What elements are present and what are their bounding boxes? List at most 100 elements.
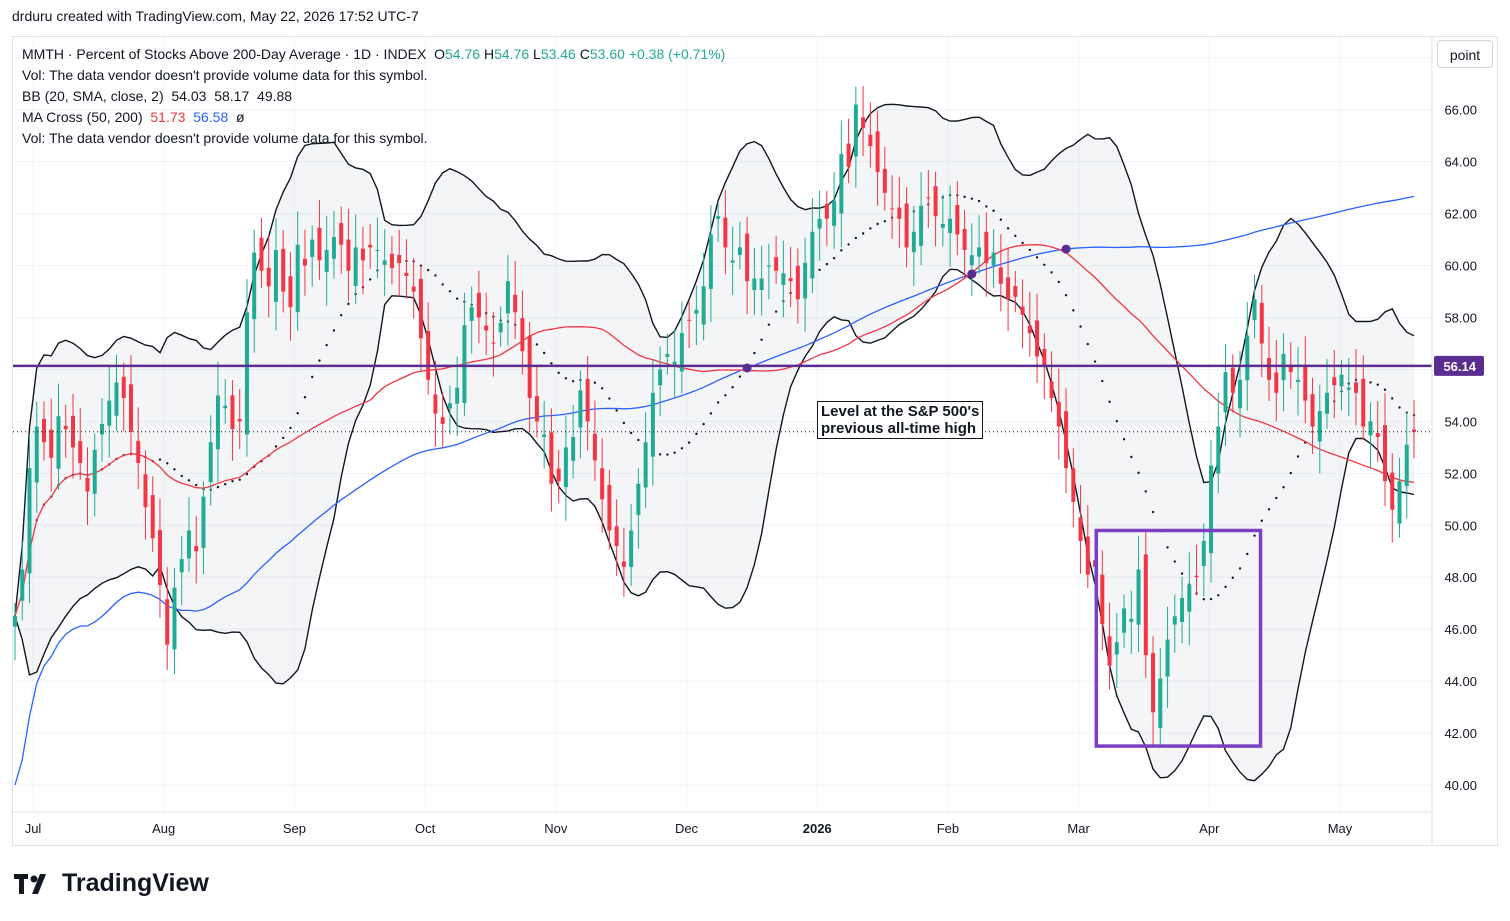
candle-body (1194, 575, 1199, 578)
candle-body (716, 216, 721, 219)
candle-body (1027, 325, 1032, 334)
candle-body (977, 247, 982, 257)
basis-dot (166, 462, 169, 465)
candle-body (861, 117, 866, 128)
basis-dot (282, 436, 285, 440)
candle-body (498, 322, 503, 333)
candle-body (179, 559, 184, 573)
chart-legend: MMTH · Percent of Stocks Above 200-Day A… (22, 44, 725, 149)
basis-dot (760, 338, 763, 341)
legend-open: 54.76 (445, 46, 481, 62)
candle-body (1368, 421, 1373, 436)
price-mode-button[interactable]: point (1437, 40, 1493, 68)
candles (13, 86, 1416, 746)
candle-body (107, 400, 112, 426)
annotation-label: Level at the S&P 500's previous all-time… (817, 401, 984, 439)
candle-body (600, 468, 605, 500)
time-tick: Apr (1199, 821, 1220, 836)
tradingview-logo[interactable]: TradingView (14, 869, 209, 898)
candle-body (1042, 348, 1047, 367)
candle-body (513, 294, 518, 313)
basis-dot (187, 479, 191, 482)
candle-body (1064, 411, 1069, 469)
basis-dot (419, 264, 423, 267)
basis-dot (731, 386, 734, 389)
candle-body (20, 569, 25, 601)
basis-dot (1064, 293, 1068, 297)
basis-dot (1006, 227, 1010, 230)
candle-body (99, 424, 104, 435)
basis-dot (426, 268, 430, 272)
candle-body (933, 186, 938, 217)
time-tick: 2026 (803, 821, 832, 836)
candle-body (353, 247, 358, 286)
time-axis: Jul Aug Sep Oct Nov Dec 2026 Feb Mar Apr May (25, 821, 1353, 836)
candle-body (1317, 411, 1322, 442)
candle-body (752, 278, 757, 291)
candle-body (969, 255, 974, 266)
candle-body (1325, 392, 1330, 414)
candle-body (1172, 616, 1177, 625)
candle-body (1332, 377, 1337, 386)
basis-dot (195, 483, 198, 487)
candle-body (360, 248, 365, 261)
basis-dot (1289, 471, 1292, 475)
candle-body (295, 244, 300, 313)
basis-dot (1050, 271, 1053, 274)
candle-body (948, 218, 953, 233)
candle-body (1339, 374, 1344, 387)
basis-dot (774, 310, 778, 313)
candle-body (897, 207, 902, 219)
time-tick: Oct (415, 821, 436, 836)
candle-body (1259, 302, 1264, 344)
candle-body (803, 262, 808, 299)
candle-body (1383, 425, 1387, 482)
candle-body (926, 197, 931, 199)
candle-body (339, 223, 344, 245)
candle-body (252, 252, 257, 320)
candle-body (853, 104, 858, 157)
time-tick: Mar (1067, 821, 1090, 836)
candle-body (150, 495, 155, 539)
candle-body (411, 286, 416, 292)
basis-dot (310, 375, 314, 379)
candle-body (1390, 472, 1395, 510)
bb-upper-value: 58.17 (214, 88, 250, 104)
candle-body (592, 433, 597, 461)
basis-dot (1296, 455, 1300, 458)
candle-body (962, 229, 967, 250)
basis-dot (977, 199, 981, 203)
price-tick: 64.00 (1444, 155, 1477, 170)
candle-body (1404, 444, 1409, 487)
basis-dot (1376, 383, 1379, 386)
candle-body (585, 379, 590, 422)
candle-body (455, 387, 460, 404)
basis-dot (332, 329, 336, 332)
candle-body (426, 330, 431, 380)
legend-bb: BB (20, SMA, close, 2) 54.03 58.17 49.88 (22, 88, 293, 104)
price-tick: 66.00 (1444, 103, 1477, 118)
candle-body (1071, 468, 1076, 502)
legend-vol-2: Vol: The data vendor doesn't provide vol… (22, 130, 428, 146)
candle-body (607, 484, 612, 531)
candle-body (447, 403, 452, 409)
basis-dot (542, 351, 546, 355)
candle-body (542, 434, 547, 437)
basis-dot (1398, 406, 1401, 409)
candle-body (121, 376, 126, 399)
basis-dot (673, 451, 676, 454)
basis-dot (738, 375, 742, 378)
basis-dot (1086, 342, 1090, 346)
price-tick: 40.00 (1444, 778, 1477, 793)
basis-dot (339, 313, 343, 317)
candle-body (1180, 598, 1185, 623)
candle-body (440, 417, 445, 424)
candle-body (128, 384, 133, 432)
legend-high: 54.76 (494, 46, 530, 62)
candle-body (382, 260, 387, 265)
basis-dot (1057, 280, 1061, 284)
basis-dot (593, 381, 597, 384)
candle-body (136, 440, 141, 463)
basis-dot (615, 409, 618, 412)
